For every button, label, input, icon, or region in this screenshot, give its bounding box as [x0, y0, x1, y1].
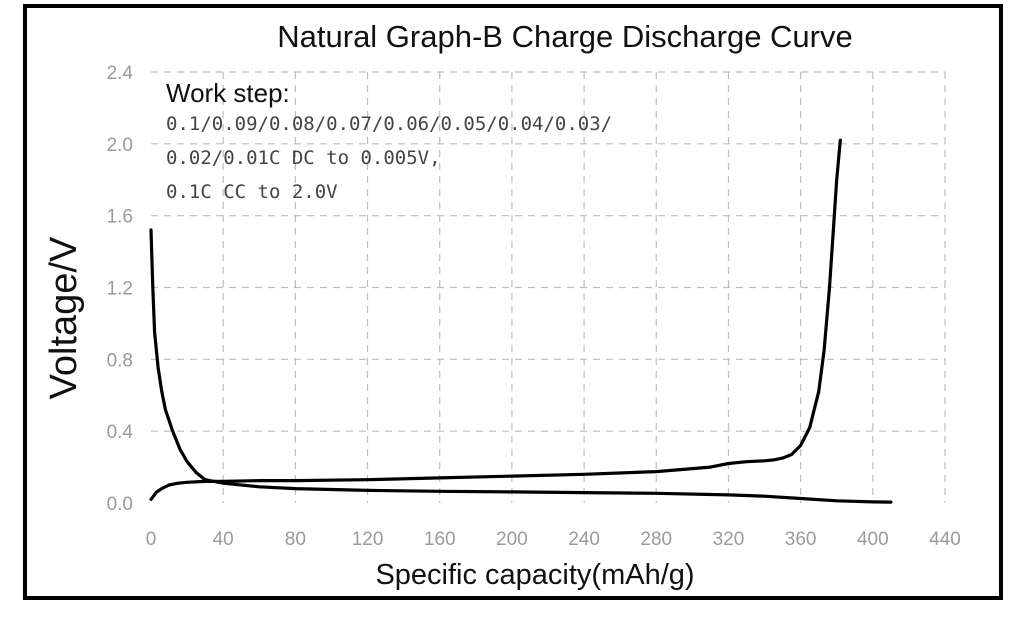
x-tick-label: 0 — [146, 529, 157, 550]
x-tick-label: 120 — [352, 529, 384, 550]
x-tick-label: 280 — [640, 529, 672, 550]
y-tick-label: 2.0 — [107, 135, 133, 156]
series-line-discharge — [149, 228, 893, 504]
chart-frame — [23, 4, 1003, 600]
annotation-line-2: 0.02/0.01C DC to 0.005V, — [166, 147, 441, 169]
chart-title: Natural Graph-B Charge Discharge Curve — [277, 19, 852, 54]
annotation-line-3: 0.1C CC to 2.0V — [166, 181, 338, 203]
x-tick-label: 200 — [496, 529, 528, 550]
y-tick-label: 1.6 — [107, 207, 133, 228]
series-line-charge — [149, 138, 842, 501]
x-axis-label: Specific capacity(mAh/g) — [375, 559, 694, 591]
y-tick-label: 2.4 — [107, 63, 134, 84]
x-tick-label: 240 — [568, 529, 600, 550]
work-step-annotation: Work step: 0.1/0.09/0.08/0.07/0.06/0.05/… — [166, 78, 612, 203]
x-tick-label: 320 — [713, 529, 745, 550]
annotation-line-1: 0.1/0.09/0.08/0.07/0.06/0.05/0.04/0.03/ — [166, 113, 612, 135]
y-tick-label: 0.4 — [107, 422, 134, 443]
annotation-heading: Work step: — [166, 78, 290, 108]
tick-labels: 0 40 80 120 160 200 240 280 320 360 400 440 0.0 0.4 0.… — [107, 63, 961, 550]
y-axis-label: Voltage/V — [43, 236, 85, 399]
x-tick-label: 400 — [857, 529, 889, 550]
series — [149, 138, 893, 504]
y-tick-label: 0.0 — [107, 494, 133, 515]
x-tick-label: 360 — [785, 529, 817, 550]
x-tick-label: 440 — [929, 529, 961, 550]
x-tick-label: 160 — [424, 529, 456, 550]
grid — [151, 71, 946, 503]
y-tick-label: 1.2 — [107, 279, 133, 300]
x-tick-label: 40 — [213, 529, 234, 550]
y-tick-label: 0.8 — [107, 350, 133, 371]
x-tick-label: 80 — [285, 529, 306, 550]
